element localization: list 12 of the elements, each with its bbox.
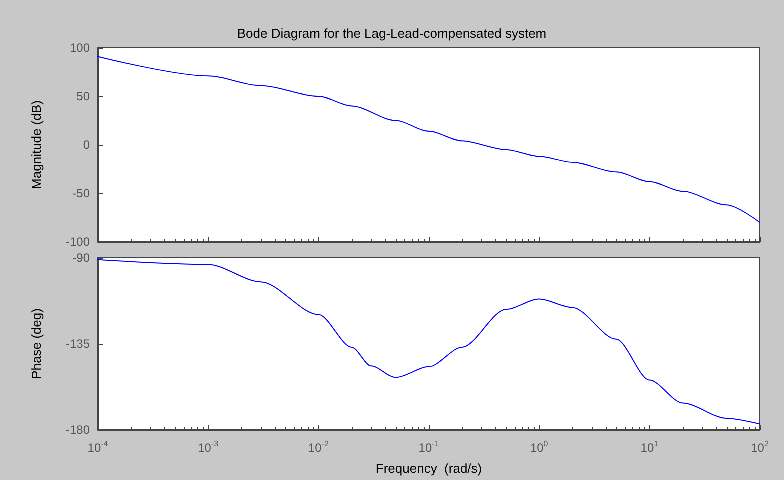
y-axis-title: Magnitude (dB) — [29, 100, 44, 190]
y-tick-label: -50 — [72, 186, 90, 200]
y-tick-label: -180 — [66, 423, 90, 437]
x-axis-title: Frequency (rad/s) — [376, 461, 482, 476]
y-axis-title: Phase (deg) — [29, 308, 44, 380]
y-tick-label: -90 — [72, 251, 90, 265]
y-tick-label: 100 — [70, 41, 90, 55]
y-tick-label: -135 — [66, 337, 90, 351]
y-tick-label: 0 — [83, 138, 90, 152]
y-tick-label: -100 — [66, 235, 90, 249]
y-tick-label: 50 — [76, 90, 90, 104]
chart-title: Bode Diagram for the Lag-Lead-compensated system — [237, 26, 547, 41]
